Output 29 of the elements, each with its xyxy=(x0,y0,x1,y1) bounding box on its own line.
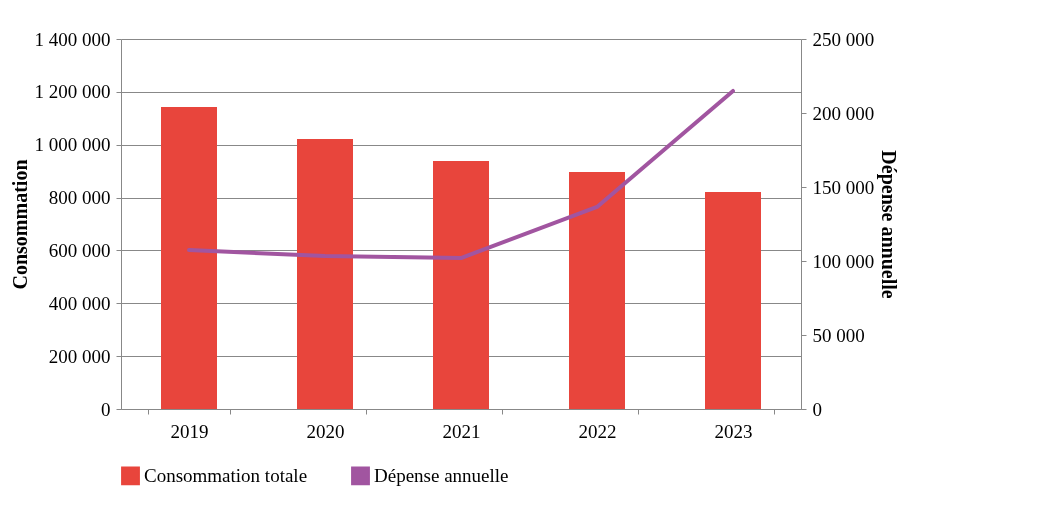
y2-tick-label: 200 000 xyxy=(812,102,875,124)
line-series xyxy=(187,88,735,261)
x-tick-label: 2020 xyxy=(306,420,345,442)
y-tick-label: 1 200 000 xyxy=(34,81,111,103)
y-tick-label: 400 000 xyxy=(48,292,111,314)
x-tick-label: 2022 xyxy=(578,420,617,442)
bar xyxy=(433,161,489,409)
legend-label: Dépense annuelle xyxy=(374,464,509,486)
y-tick-label: 200 000 xyxy=(48,345,111,367)
y2-axis-title: Dépense annuelle xyxy=(877,150,901,299)
x-tick-label: 2021 xyxy=(442,420,481,442)
y-tick-label: 1 000 000 xyxy=(34,134,111,156)
y-tick-label: 0 xyxy=(101,398,111,420)
x-tick-label: 2019 xyxy=(170,420,209,442)
y2-tick-label: 100 000 xyxy=(812,250,875,272)
y-axis-title: Consommation xyxy=(8,159,31,290)
bar xyxy=(161,106,217,409)
bar xyxy=(569,171,625,409)
y2-tick-label: 0 xyxy=(812,398,822,420)
legend-label: Consommation totale xyxy=(144,464,308,486)
y2-tick-label: 150 000 xyxy=(812,176,875,198)
y-tick-label: 800 000 xyxy=(48,187,111,209)
y-tick-label: 600 000 xyxy=(48,239,111,261)
y2-tick-label: 50 000 xyxy=(812,324,865,346)
y-tick-label: 1 400 000 xyxy=(34,28,111,50)
bar xyxy=(705,192,761,409)
y2-tick-label: 250 000 xyxy=(812,28,875,50)
x-tick-label: 2023 xyxy=(714,420,753,442)
bar xyxy=(297,138,353,409)
